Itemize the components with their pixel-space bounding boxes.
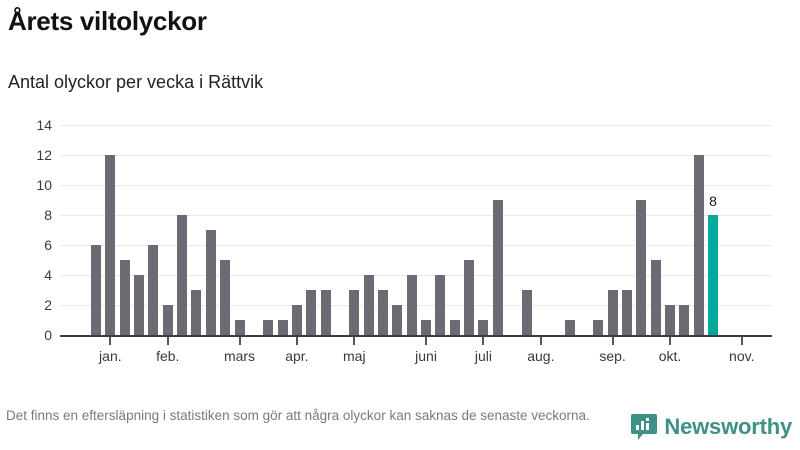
gridline — [60, 215, 772, 216]
x-axis-line — [60, 335, 772, 337]
bar[interactable] — [378, 290, 388, 335]
x-axis-tick — [740, 337, 743, 345]
bar[interactable] — [593, 320, 604, 335]
gridline — [60, 185, 772, 186]
bar[interactable] — [162, 305, 173, 335]
x-axis-tick-label: sep. — [599, 348, 626, 364]
footer-note: Det finns en eftersläpning i statistiken… — [6, 408, 590, 423]
footer: Det finns en eftersläpning i statistiken… — [0, 405, 800, 450]
page-title: Årets viltolyckor — [8, 6, 207, 36]
bar[interactable] — [392, 305, 403, 335]
bar[interactable] — [679, 305, 690, 335]
bar[interactable] — [105, 155, 116, 335]
bar[interactable] — [607, 290, 618, 335]
bar[interactable] — [636, 200, 647, 335]
y-axis-tick-label: 4 — [44, 267, 52, 283]
bar[interactable] — [421, 320, 432, 335]
bar[interactable] — [191, 290, 202, 335]
bar[interactable] — [220, 260, 231, 335]
y-axis-tick-label: 0 — [44, 327, 52, 343]
x-axis-tick — [425, 337, 428, 345]
y-axis-tick-label: 8 — [44, 207, 52, 223]
bar[interactable] — [134, 275, 145, 335]
bar[interactable] — [406, 275, 417, 335]
bar[interactable] — [363, 275, 374, 335]
x-axis-tick-label: mars — [223, 348, 256, 364]
bar[interactable] — [449, 320, 460, 335]
x-axis-tick-label: feb. — [156, 348, 180, 364]
y-axis-tick-label: 2 — [44, 297, 52, 313]
page-subtitle: Antal olyckor per vecka i Rättvik — [8, 72, 264, 92]
x-axis-tick — [669, 337, 671, 345]
bar[interactable] — [277, 320, 288, 335]
y-axis-labels: 0 2 4 6 8 10 12 14 — [0, 117, 52, 343]
bar[interactable] — [435, 275, 446, 335]
x-axis-tick — [109, 337, 112, 345]
bar[interactable] — [291, 305, 302, 335]
x-axis-tick-label: okt. — [658, 348, 682, 364]
logo-text: Newsworthy — [664, 414, 792, 439]
x-axis-tick — [611, 337, 614, 345]
bar[interactable] — [521, 290, 532, 335]
bar[interactable] — [234, 320, 245, 335]
bar[interactable] — [119, 260, 130, 335]
bar[interactable] — [263, 320, 274, 335]
x-axis-tick-label: juni — [415, 348, 437, 364]
x-axis-tick-label: jan. — [99, 348, 122, 364]
bar[interactable] — [349, 290, 360, 335]
bar[interactable] — [621, 290, 632, 335]
bar[interactable] — [91, 245, 101, 335]
bar-value-label: 8 — [709, 193, 717, 209]
bar[interactable] — [306, 290, 317, 335]
bar[interactable] — [148, 245, 159, 335]
bar[interactable] — [564, 320, 575, 335]
x-axis-tick-label: maj — [343, 348, 366, 364]
y-axis-tick-label: 12 — [36, 147, 52, 163]
x-axis-tick — [353, 337, 356, 345]
x-axis-tick — [482, 337, 485, 345]
bar-chart: 0 2 4 6 8 10 12 14 8 jan. feb. mars apr. maj juni jul… — [0, 110, 800, 364]
bar[interactable] — [693, 155, 704, 335]
bar[interactable] — [464, 260, 475, 335]
gridline — [60, 245, 772, 246]
bar[interactable] — [177, 215, 188, 335]
plot-area: 8 — [60, 125, 772, 335]
bar[interactable] — [665, 305, 675, 335]
x-axis-tick — [295, 337, 298, 345]
bar[interactable] — [205, 230, 216, 335]
gridline — [60, 155, 772, 156]
y-axis-tick-label: 14 — [36, 117, 52, 133]
x-axis-tick — [238, 337, 241, 345]
x-axis-tick-label: nov. — [729, 348, 755, 364]
x-axis-tick — [166, 337, 169, 345]
x-axis-tick-label: aug. — [527, 348, 555, 364]
bar-highlighted[interactable] — [708, 215, 719, 335]
x-axis-tick-label: apr. — [285, 348, 309, 364]
y-axis-tick-label: 10 — [36, 177, 52, 193]
x-axis-tick-label: juli — [474, 348, 492, 364]
y-axis-tick-label: 6 — [44, 237, 52, 253]
bar[interactable] — [320, 290, 331, 335]
x-axis-tick — [539, 337, 542, 345]
bar[interactable] — [492, 200, 503, 335]
gridline — [60, 125, 772, 126]
newsworthy-logo[interactable]: Newsworthy — [631, 413, 792, 441]
bar-chart-speech-bubble-icon — [631, 413, 658, 441]
bar[interactable] — [478, 320, 489, 335]
bar[interactable] — [650, 260, 661, 335]
